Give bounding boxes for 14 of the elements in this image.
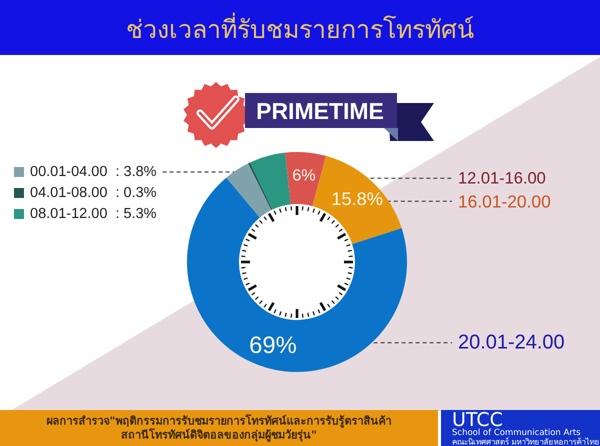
data-label: 6% — [292, 166, 316, 184]
chart-title: ช่วงเวลาที่รับชมรายการโทรทัศน์ — [126, 12, 474, 44]
legend-label: 00.01-04.00 : 3.8% — [30, 164, 157, 180]
text: คณะนิเทศศาสตร์ มหาวิทยาลัยหอการค้าไทย — [452, 436, 600, 446]
text: ผลการสำรวจ"พฤติกรรมการรับชมรายการโทรทัศน์และการรับรู้ตราสินค้า สถานีโทรทัศน์ดิจิตอลของกลุ่มผู้ชมวัยรุ่น" — [46, 414, 392, 442]
slice-label: 12.01-16.00 — [458, 169, 546, 188]
data-label: 15.8% — [331, 189, 383, 210]
data-label: 69% — [249, 332, 297, 360]
chart-subtitle: PRIMETIME — [256, 98, 384, 124]
slice-label: 16.01-20.00 — [458, 191, 551, 212]
slice-label: 20.01-24.00 — [458, 332, 565, 354]
legend-label: 04.01-08.00 : 0.3% — [30, 185, 157, 201]
legend-label: 08.01-12.00 : 5.3% — [30, 206, 157, 222]
text: School of Communication Arts — [452, 428, 582, 438]
